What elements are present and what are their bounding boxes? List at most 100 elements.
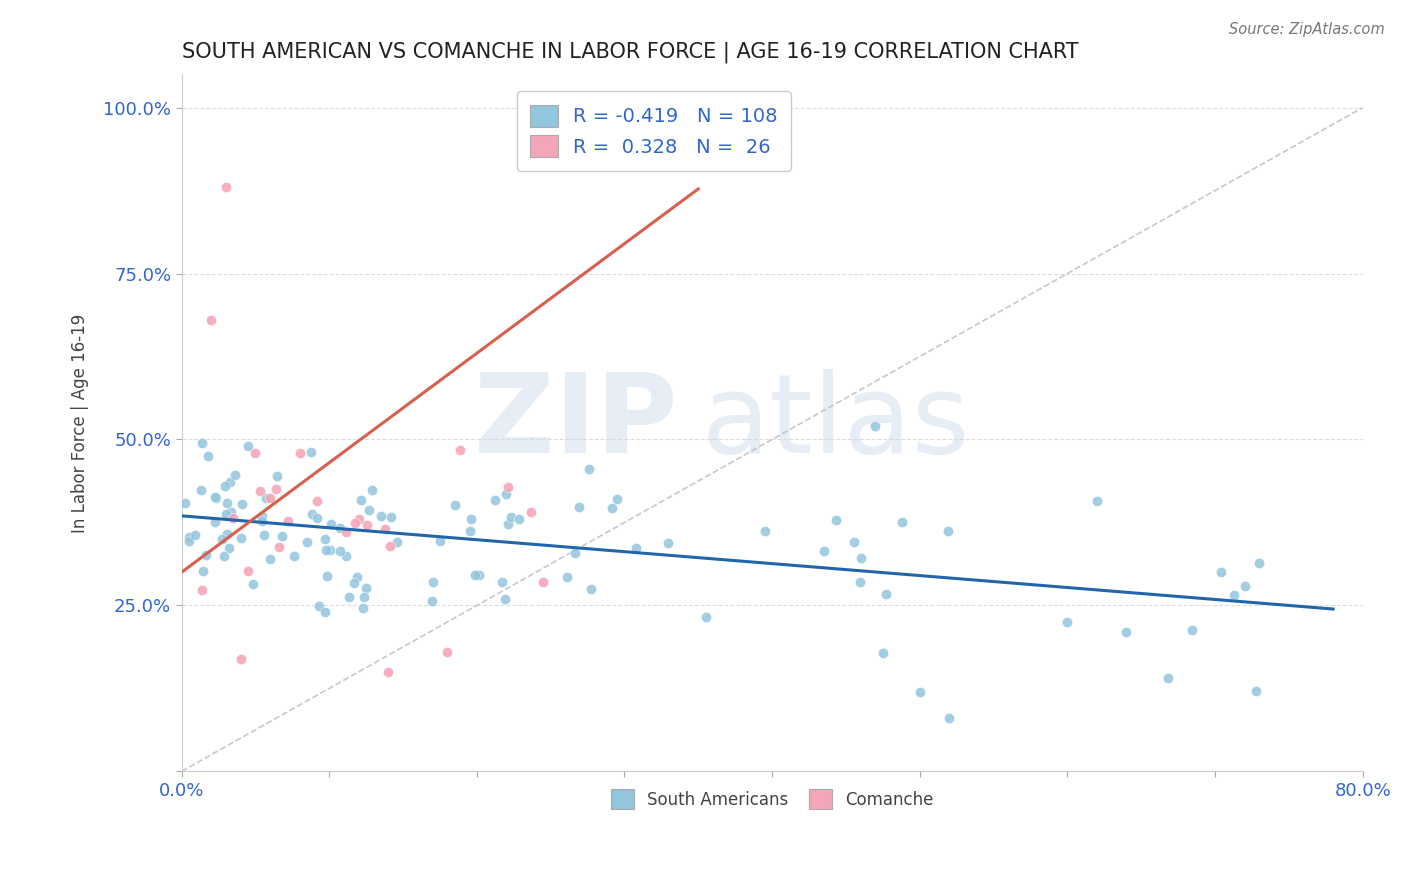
Point	[422, 575, 444, 590]
Point	[825, 513, 848, 527]
Point	[219, 505, 242, 519]
Point	[444, 498, 467, 512]
Point	[224, 467, 246, 482]
Point	[308, 599, 330, 613]
Text: ZIP: ZIP	[474, 369, 678, 476]
Point	[1249, 556, 1271, 570]
Point	[872, 646, 894, 660]
Point	[305, 510, 328, 524]
Point	[269, 541, 291, 555]
Point	[301, 507, 323, 521]
Point	[1056, 615, 1078, 630]
Point	[657, 536, 679, 550]
Point	[254, 491, 277, 506]
Text: SOUTH AMERICAN VS COMANCHE IN LABOR FORCE | AGE 16-19 CORRELATION CHART: SOUTH AMERICAN VS COMANCHE IN LABOR FORC…	[181, 42, 1078, 63]
Point	[245, 446, 267, 460]
Point	[1157, 671, 1180, 685]
Point	[314, 605, 336, 619]
Point	[329, 544, 352, 558]
Point	[305, 494, 328, 508]
Point	[496, 480, 519, 494]
Text: atlas: atlas	[702, 369, 970, 476]
Point	[314, 533, 336, 547]
Point	[242, 577, 264, 591]
Point	[555, 570, 578, 584]
Point	[215, 496, 238, 510]
Point	[380, 509, 402, 524]
Point	[1233, 578, 1256, 592]
Point	[938, 524, 960, 539]
Point	[253, 528, 276, 542]
Point	[357, 502, 380, 516]
Point	[460, 512, 482, 526]
Point	[200, 313, 222, 327]
Point	[183, 528, 205, 542]
Point	[875, 586, 897, 600]
Point	[1085, 493, 1108, 508]
Point	[844, 534, 866, 549]
Point	[212, 549, 235, 563]
Point	[496, 517, 519, 532]
Point	[299, 445, 322, 459]
Point	[236, 564, 259, 578]
Point	[361, 483, 384, 497]
Point	[319, 543, 342, 558]
Point	[218, 541, 240, 555]
Point	[214, 478, 236, 492]
Point	[1115, 625, 1137, 640]
Point	[266, 469, 288, 483]
Point	[385, 534, 408, 549]
Point	[211, 532, 233, 546]
Point	[1209, 566, 1232, 580]
Point	[231, 497, 253, 511]
Point	[343, 576, 366, 591]
Text: Source: ZipAtlas.com: Source: ZipAtlas.com	[1229, 22, 1385, 37]
Point	[354, 582, 377, 596]
Point	[277, 514, 299, 528]
Point	[849, 550, 872, 565]
Point	[259, 491, 281, 505]
Point	[191, 582, 214, 597]
Point	[890, 515, 912, 529]
Point	[938, 711, 960, 725]
Point	[315, 543, 337, 558]
Point	[271, 529, 294, 543]
Point	[520, 505, 543, 519]
Point	[494, 592, 516, 607]
Point	[1181, 623, 1204, 637]
Point	[222, 511, 245, 525]
Y-axis label: In Labor Force | Age 16-19: In Labor Force | Age 16-19	[72, 313, 89, 533]
Point	[204, 491, 226, 505]
Point	[250, 515, 273, 529]
Point	[295, 534, 318, 549]
Point	[191, 564, 214, 578]
Point	[315, 569, 337, 583]
Point	[374, 522, 396, 536]
Point	[754, 524, 776, 539]
Point	[337, 590, 360, 604]
Point	[195, 548, 218, 562]
Point	[259, 551, 281, 566]
Point	[204, 515, 226, 529]
Point	[343, 516, 366, 531]
Point	[464, 567, 486, 582]
Point	[377, 665, 399, 679]
Point	[231, 531, 253, 545]
Point	[1223, 588, 1246, 602]
Point	[264, 482, 287, 496]
Point	[865, 419, 887, 434]
Point	[564, 546, 586, 560]
Point	[219, 475, 242, 490]
Point	[695, 610, 717, 624]
Point	[429, 533, 451, 548]
Point	[347, 512, 370, 526]
Point	[215, 507, 238, 521]
Point	[238, 439, 260, 453]
Point	[578, 461, 600, 475]
Point	[174, 496, 197, 510]
Point	[495, 487, 517, 501]
Point	[600, 501, 623, 516]
Point	[508, 512, 530, 526]
Point	[606, 491, 628, 506]
Point	[335, 549, 357, 563]
